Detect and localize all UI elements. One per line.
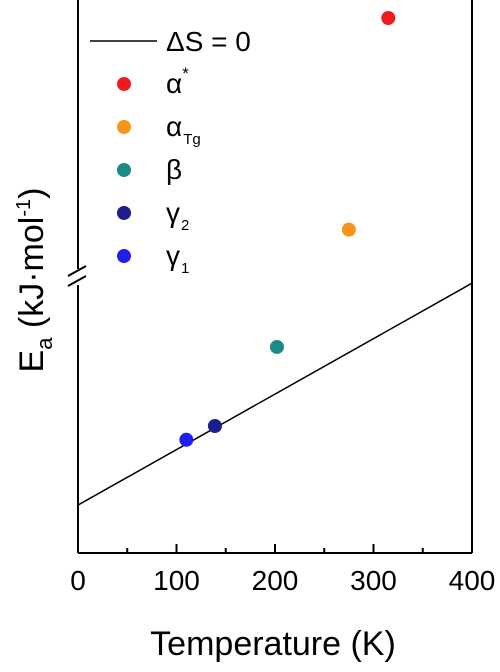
axis-break-mark [67,275,87,287]
data-point [269,339,284,354]
legend-label: γ2 [166,197,189,234]
data-point [381,11,396,25]
legend-label: αTg [166,111,201,148]
legend-marker [117,77,131,91]
x-tick-label: 200 [252,565,299,596]
x-ticks: 0 100 200 300 400 [70,544,495,596]
x-axis-title: Temperature (K) [150,625,396,663]
data-point [207,419,222,433]
axis-break-mark [67,265,87,277]
x-tick-label: 300 [350,565,397,596]
x-tick-label: 100 [153,565,200,596]
y-axis-title: Ea (kJ·mol-1) [13,188,57,373]
data-point [341,222,356,237]
legend-label: ΔS = 0 [166,26,251,57]
x-tick-label: 400 [449,565,496,596]
legend-marker [117,120,131,134]
x-tick-label: 0 [70,565,86,596]
legend-label: α* [166,64,189,99]
series-line [77,282,473,506]
data-point [179,432,194,447]
legend-label: γ1 [166,240,189,277]
legend-marker [117,206,131,220]
legend-label: β [166,154,182,185]
delta-s-zero-line [77,282,473,506]
legend: ΔS = 0 α* αTg β γ2 γ1 [90,26,251,277]
data-points [179,11,396,447]
legend-marker [117,249,131,263]
legend-marker [117,163,131,177]
